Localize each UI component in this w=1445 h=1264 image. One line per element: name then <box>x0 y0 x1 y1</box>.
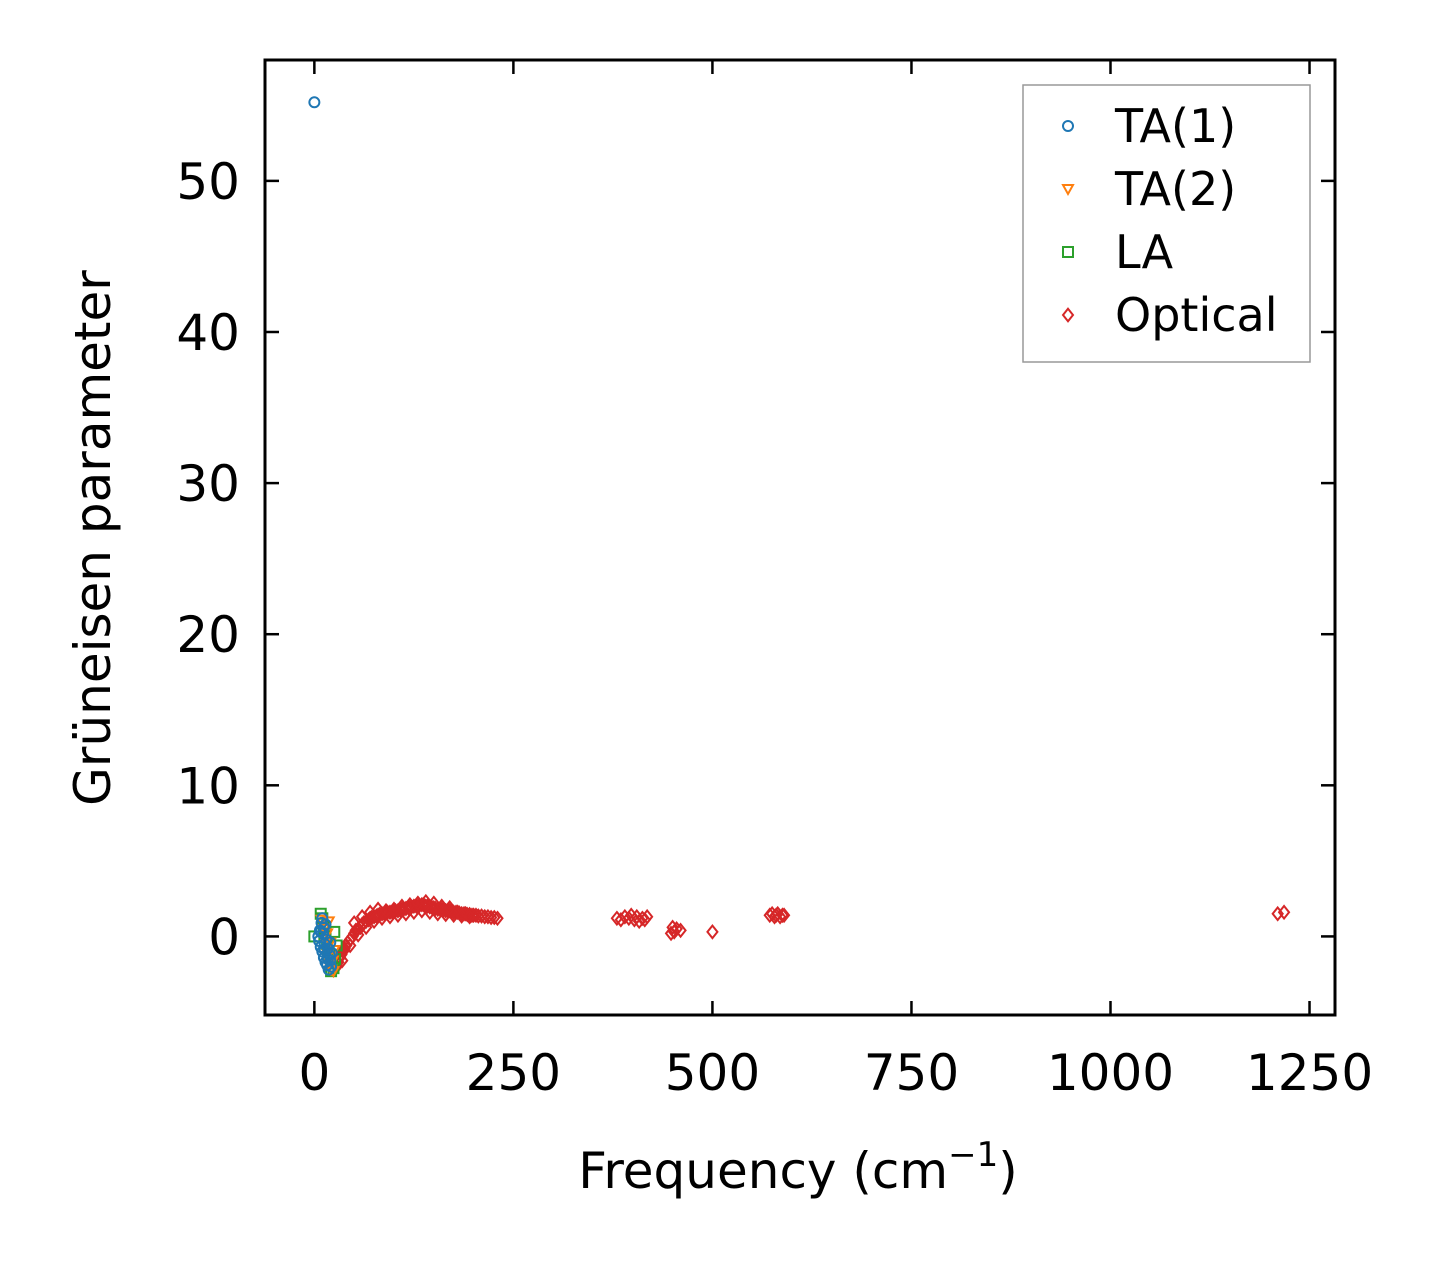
x-axis-title-exponent: −1 <box>948 1135 998 1175</box>
legend: TA(1) TA(2) LA Optical <box>1022 84 1311 363</box>
data-point <box>1271 905 1284 922</box>
data-point <box>1277 904 1291 921</box>
data-point <box>427 895 441 912</box>
legend-marker <box>1061 184 1075 197</box>
y-tick-label: 40 <box>176 304 240 362</box>
data-point <box>343 937 357 954</box>
data-point <box>435 898 449 915</box>
legend-marker <box>1062 120 1074 132</box>
data-point <box>324 936 337 949</box>
data-point <box>335 952 349 969</box>
data-point <box>666 919 679 936</box>
data-point <box>670 921 683 937</box>
data-point <box>618 908 632 925</box>
data-point <box>351 927 365 943</box>
y-tick-label: 30 <box>176 455 240 513</box>
data-point <box>328 925 341 938</box>
plot-frame <box>263 58 1337 1017</box>
data-point <box>463 908 476 925</box>
data-points <box>308 96 1291 979</box>
data-point <box>491 910 504 927</box>
data-point <box>638 911 652 928</box>
legend-marker <box>1062 246 1074 258</box>
series-ta-1 <box>308 96 338 976</box>
data-point <box>314 925 327 938</box>
y-tick-label: 10 <box>176 757 240 815</box>
legend-label: Optical <box>1115 288 1277 342</box>
data-point <box>355 908 369 925</box>
y-tick-label: 20 <box>176 606 240 664</box>
x-tick-label: 500 <box>665 1044 760 1102</box>
x-tick-label: 1000 <box>1047 1044 1174 1102</box>
data-point <box>347 914 361 931</box>
data-point <box>674 922 687 939</box>
data-point <box>419 893 433 910</box>
y-tick-label: 0 <box>208 908 240 966</box>
x-axis-title-close: ) <box>998 1142 1018 1200</box>
axis-ticks: 0 250 500 750 1000 1250 0 10 20 30 40 50 <box>176 60 1373 1102</box>
legend-label: TA(1) <box>1114 99 1236 153</box>
legend-label: LA <box>1115 225 1174 279</box>
data-point <box>632 913 646 930</box>
data-point <box>371 901 385 918</box>
x-tick-label: 1250 <box>1246 1044 1373 1102</box>
legend-label: TA(2) <box>1114 162 1236 216</box>
data-point <box>776 907 789 924</box>
data-point <box>777 907 791 924</box>
data-point <box>325 960 338 973</box>
y-axis-title: Grüneisen parameter <box>64 270 122 806</box>
legend-marker <box>1061 307 1075 323</box>
data-point <box>308 96 321 109</box>
series-optical <box>330 893 1291 975</box>
data-point <box>706 924 719 940</box>
data-point <box>321 953 334 966</box>
y-tick-label: 50 <box>176 153 240 211</box>
data-point <box>640 908 654 925</box>
x-tick-label: 0 <box>298 1044 330 1102</box>
x-tick-label: 250 <box>466 1044 561 1102</box>
data-point <box>467 907 480 924</box>
data-point <box>667 924 681 940</box>
data-point <box>488 909 501 926</box>
data-point <box>455 908 468 924</box>
data-point <box>359 919 373 936</box>
data-point <box>443 899 456 916</box>
x-axis-title: Frequency (cm−1) <box>578 1135 1018 1200</box>
x-tick-label: 750 <box>864 1044 959 1102</box>
